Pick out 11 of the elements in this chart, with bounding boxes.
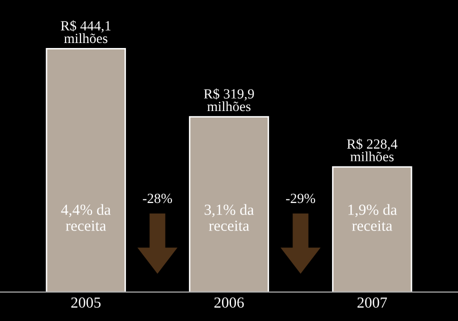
annotation: -28% [142,194,172,204]
x-tick-label: 2006 [214,297,244,308]
annotation: 3,1% da receita [204,204,254,231]
annotation: -29% [286,194,316,204]
data-label: R$ 228,4 milhões [347,138,398,162]
x-tick-label: 2007 [358,297,387,308]
annotation: 4,4% da receita [61,204,111,231]
data-label: R$ 319,9 milhões [204,88,254,112]
data-label: R$ 444,1 milhões [60,20,111,44]
x-tick-label: 2005 [71,297,101,308]
annotation: 1,9% da receita [348,204,397,231]
